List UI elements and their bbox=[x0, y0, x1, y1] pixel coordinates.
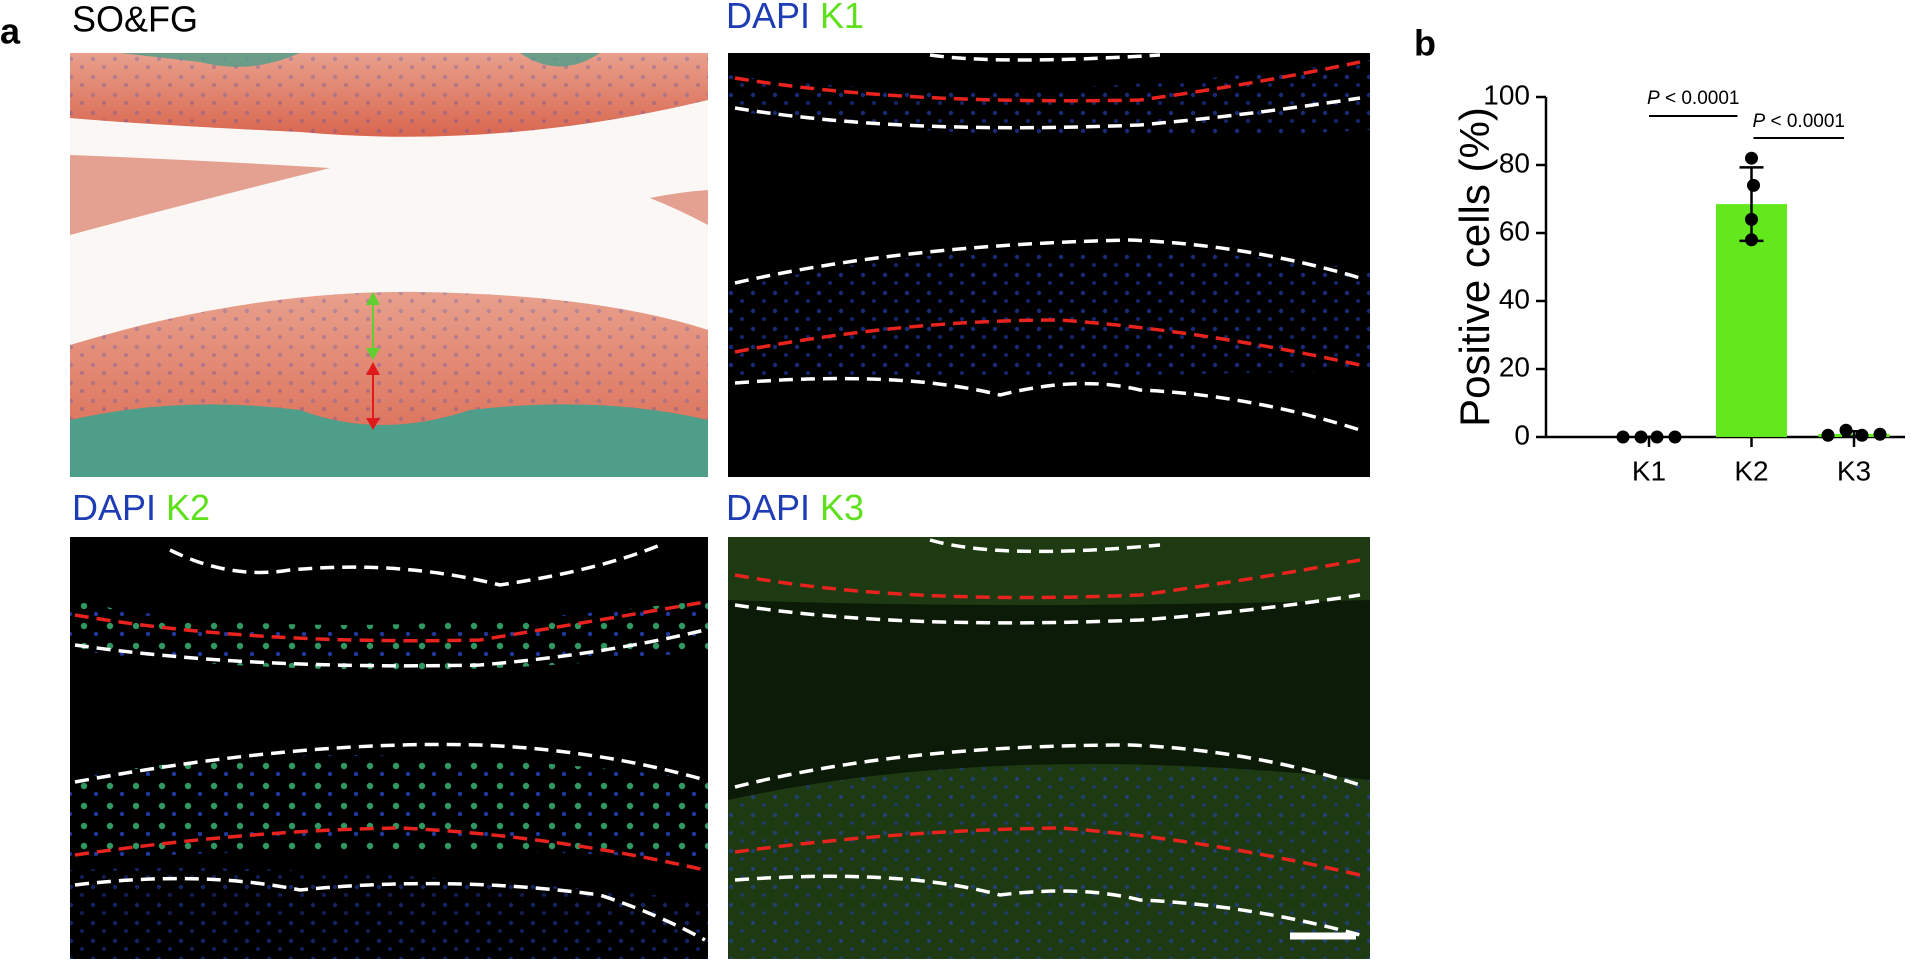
y-tick-label: 0 bbox=[1514, 419, 1530, 450]
data-point bbox=[1821, 428, 1835, 442]
panel-title: DAPI K3 bbox=[726, 487, 864, 528]
p-value: < 0.0001 bbox=[1770, 111, 1845, 132]
fluorescence-image bbox=[728, 53, 1370, 477]
x-tick-label: K3 bbox=[1837, 455, 1871, 486]
x-tick-label: K2 bbox=[1734, 455, 1768, 486]
bar-chart: Positive cells (%) 0 20 40 60 80 100 K1 K2 K3 P <… bbox=[1451, 79, 1905, 486]
p-symbol: P bbox=[1753, 111, 1766, 132]
panel-title: DAPI K1 bbox=[726, 0, 864, 36]
stain: DAPI bbox=[72, 487, 156, 528]
y-tick-label: 40 bbox=[1499, 283, 1530, 314]
y-tick-label: 20 bbox=[1499, 351, 1530, 382]
panel-title: DAPI K2 bbox=[72, 487, 210, 528]
data-point bbox=[1616, 430, 1630, 444]
fluorescence-image bbox=[70, 537, 708, 959]
data-point bbox=[1873, 427, 1887, 441]
data-point bbox=[1650, 430, 1664, 444]
panel-label: a bbox=[0, 11, 21, 52]
data-point bbox=[1745, 233, 1758, 247]
p-value: < 0.0001 bbox=[1665, 88, 1740, 109]
significance-label: P < 0.0001 bbox=[1647, 88, 1739, 109]
stain: DAPI bbox=[726, 487, 810, 528]
marker: K2 bbox=[166, 487, 210, 528]
y-tick-label: 60 bbox=[1499, 215, 1530, 246]
data-point bbox=[1634, 430, 1648, 444]
p-symbol: P bbox=[1647, 88, 1660, 109]
data-point bbox=[1839, 423, 1853, 437]
fluorescence-image bbox=[728, 537, 1370, 959]
marker: K1 bbox=[820, 0, 864, 36]
y-tick-label: 100 bbox=[1483, 79, 1530, 110]
y-tick-label: 80 bbox=[1499, 147, 1530, 178]
y-axis-label: Positive cells (%) bbox=[1451, 107, 1498, 427]
data-point bbox=[1855, 428, 1869, 442]
significance-label: P < 0.0001 bbox=[1753, 111, 1845, 132]
marker: K3 bbox=[820, 487, 864, 528]
data-point bbox=[1745, 212, 1758, 226]
x-tick-label: K1 bbox=[1632, 455, 1666, 486]
data-point bbox=[1668, 430, 1682, 444]
data-point bbox=[1747, 178, 1760, 192]
data-point bbox=[1745, 151, 1758, 165]
stain: DAPI bbox=[726, 0, 810, 36]
panel-title: SO&FG bbox=[72, 0, 198, 40]
panel-label: b bbox=[1414, 23, 1436, 64]
histology-image bbox=[70, 53, 708, 477]
